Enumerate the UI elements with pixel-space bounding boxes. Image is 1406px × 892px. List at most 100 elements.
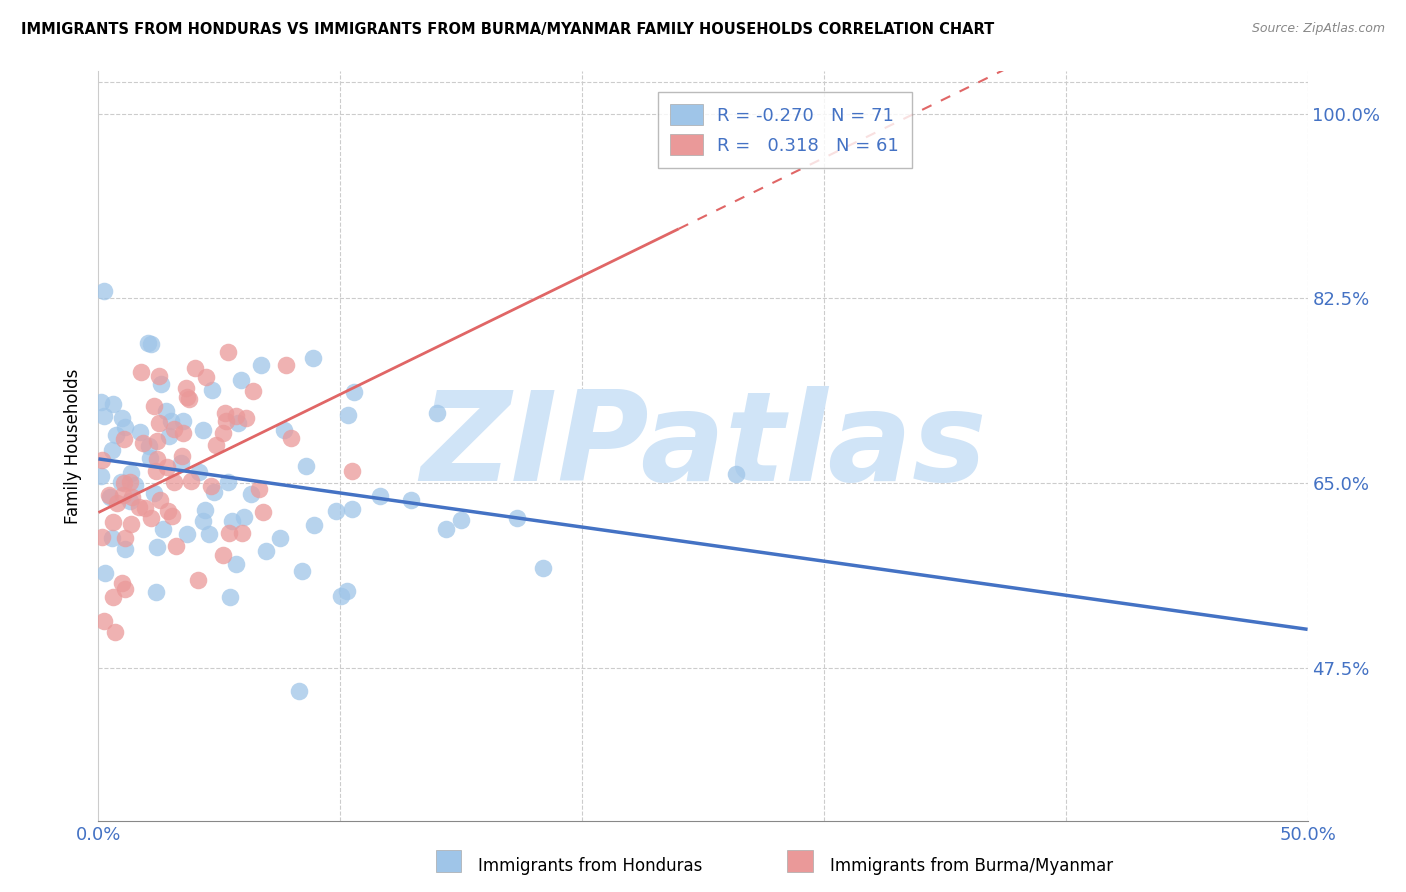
Point	[198, 527, 221, 541]
Point	[254, 544, 277, 558]
Point	[342, 502, 364, 516]
Point	[302, 517, 325, 532]
Point	[112, 476, 135, 491]
Point	[225, 409, 247, 424]
Point	[162, 475, 184, 490]
Point	[139, 511, 162, 525]
Point	[399, 492, 422, 507]
Point	[212, 548, 235, 562]
Point	[93, 614, 115, 628]
Point	[156, 460, 179, 475]
Point	[145, 585, 167, 599]
Point	[218, 526, 240, 541]
Point	[129, 365, 152, 379]
Point	[114, 419, 136, 434]
Point	[162, 508, 184, 523]
Point	[90, 469, 112, 483]
Point	[201, 384, 224, 398]
Point	[205, 438, 228, 452]
Point	[97, 488, 120, 502]
Point	[170, 450, 193, 464]
Point	[139, 451, 162, 466]
Point	[170, 456, 193, 470]
Point	[187, 465, 209, 479]
Point	[250, 358, 273, 372]
Point	[252, 505, 274, 519]
Point	[340, 464, 363, 478]
Point	[100, 490, 122, 504]
Text: ZIPatlas: ZIPatlas	[420, 385, 986, 507]
Point	[90, 395, 112, 409]
Point	[273, 424, 295, 438]
Text: Source: ZipAtlas.com: Source: ZipAtlas.com	[1251, 22, 1385, 36]
Point	[118, 475, 141, 490]
Point	[288, 684, 311, 698]
Point	[215, 414, 238, 428]
Point	[121, 491, 143, 505]
Point	[120, 516, 142, 531]
Point	[231, 373, 253, 387]
Y-axis label: Family Households: Family Households	[65, 368, 83, 524]
Point	[163, 422, 186, 436]
Point	[105, 496, 128, 510]
Point	[325, 504, 347, 518]
Text: Immigrants from Honduras: Immigrants from Honduras	[478, 857, 703, 875]
Point	[141, 337, 163, 351]
Point	[226, 416, 249, 430]
Point	[180, 474, 202, 488]
Point	[152, 522, 174, 536]
Point	[114, 532, 136, 546]
Point	[183, 361, 205, 376]
Point	[531, 561, 554, 575]
Point	[191, 515, 214, 529]
Point	[242, 384, 264, 399]
Point	[176, 526, 198, 541]
Point	[172, 426, 194, 441]
Point	[103, 515, 125, 529]
Point	[219, 591, 242, 605]
Point	[120, 466, 142, 480]
Point	[176, 381, 198, 395]
Point	[148, 416, 170, 430]
Point	[506, 511, 529, 525]
Point	[132, 435, 155, 450]
Point	[194, 503, 217, 517]
Point	[301, 351, 323, 366]
Point	[112, 433, 135, 447]
Point	[104, 427, 127, 442]
Point	[94, 566, 117, 581]
Point	[337, 408, 360, 422]
Point	[142, 399, 165, 413]
Point	[101, 442, 124, 457]
Point	[343, 384, 366, 399]
Point	[93, 409, 115, 423]
Point	[159, 414, 181, 428]
Point	[148, 368, 170, 383]
Point	[145, 434, 167, 448]
Point	[217, 345, 239, 359]
Point	[176, 390, 198, 404]
Point	[336, 584, 359, 599]
Point	[134, 501, 156, 516]
Legend: R = -0.270   N = 71, R =   0.318   N = 61: R = -0.270 N = 71, R = 0.318 N = 61	[658, 92, 911, 168]
Point	[101, 590, 124, 604]
Point	[138, 335, 160, 350]
Point	[145, 540, 167, 554]
Point	[114, 542, 136, 557]
Point	[165, 539, 187, 553]
Point	[101, 531, 124, 545]
Point	[90, 530, 112, 544]
Point	[212, 425, 235, 440]
Point	[110, 576, 132, 591]
Point	[202, 485, 225, 500]
Point	[124, 478, 146, 492]
Point	[280, 431, 302, 445]
Point	[291, 564, 314, 578]
Text: Immigrants from Burma/Myanmar: Immigrants from Burma/Myanmar	[830, 857, 1112, 875]
Point	[214, 406, 236, 420]
Point	[120, 493, 142, 508]
Point	[112, 488, 135, 502]
Point	[269, 531, 291, 545]
Point	[434, 522, 457, 536]
Point	[200, 478, 222, 492]
